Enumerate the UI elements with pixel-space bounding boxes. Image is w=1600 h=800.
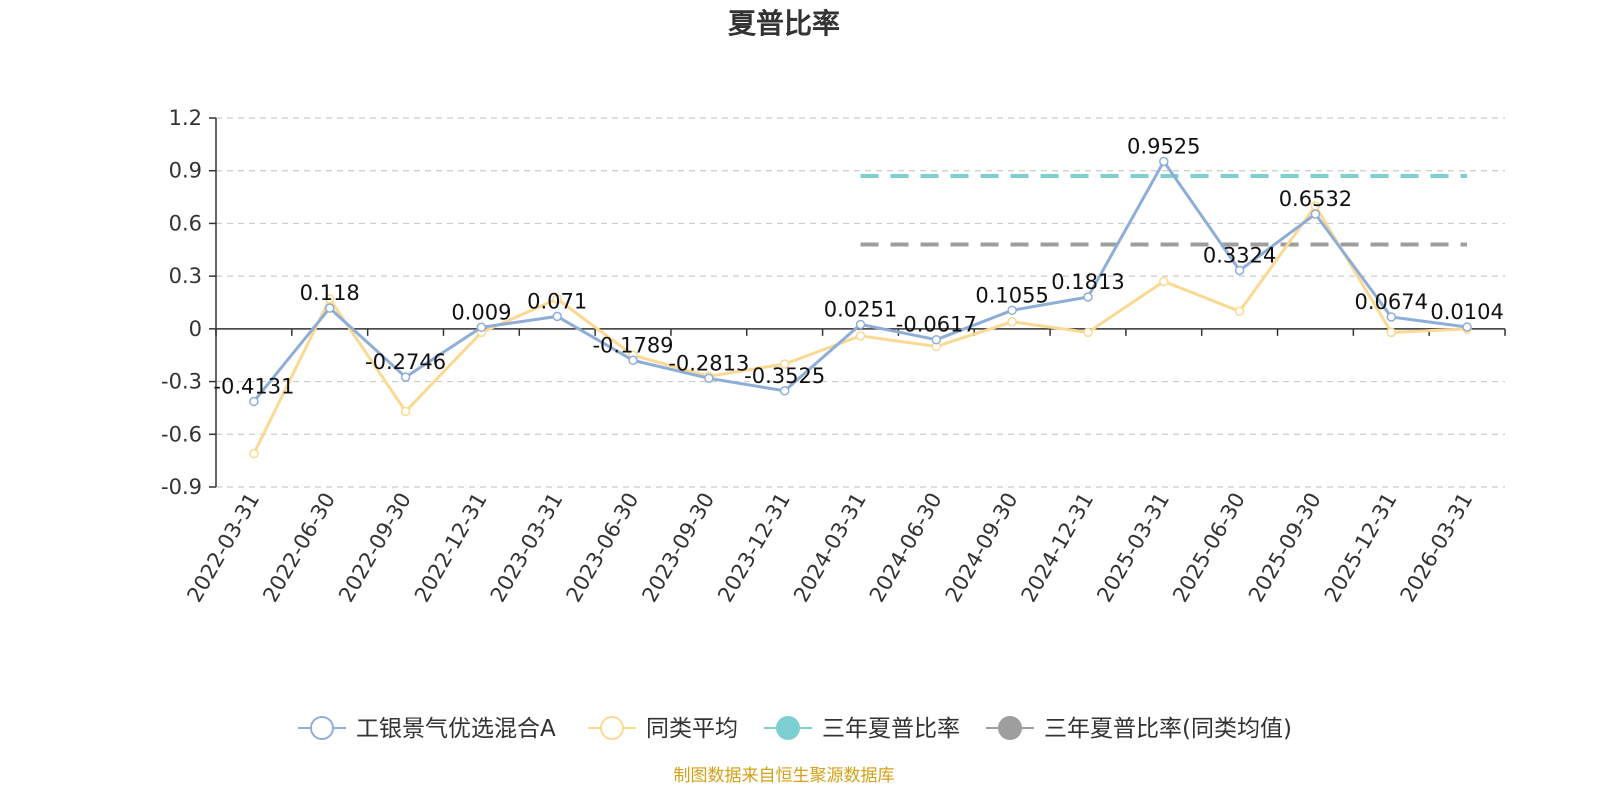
x-tick-label: 2026-03-31 [1396,489,1478,607]
data-point [855,331,866,341]
data-point [779,359,790,369]
x-tick-label: 2023-03-31 [486,489,568,607]
data-label: 0.118 [300,281,360,305]
x-tick-label: 2023-09-30 [637,489,719,607]
data-label: 0.0104 [1430,300,1503,324]
x-tick-label: 2024-06-30 [865,488,947,606]
y-axis: 1.2 0.9 0.6 0.3 0 -0.3 -0.6 -0.9 [161,106,217,499]
y-tick-label: 0.3 [169,264,202,288]
legend-marker [310,716,334,740]
legend-marker [776,716,800,740]
legend-label: 三年夏普比率(同类均值) [1044,716,1292,742]
data-point [931,334,942,345]
x-tick-label: 2022-06-30 [258,489,340,607]
data-point [1462,322,1472,332]
x-tick-label: 2022-12-31 [410,488,492,606]
x-tick-label: 2025-06-30 [1168,489,1250,607]
data-point [1234,265,1245,276]
data-label: 0.9525 [1127,134,1200,158]
legend-label: 同类平均 [646,716,738,742]
data-label: 0.6532 [1279,187,1352,211]
legend-label: 三年夏普比率 [822,716,960,742]
data-label: -0.2746 [365,350,446,374]
data-point [1386,327,1397,338]
data-point [779,386,790,396]
x-tick-label: 2023-12-31 [713,489,795,607]
data-labels: -0.4131 0.118 -0.2746 0.009 0.071-0.1789-0.2… [213,134,1503,398]
data-point [476,322,487,333]
data-label: 0.071 [527,289,587,313]
data-point [704,373,714,384]
x-tick-label: 2022-09-30 [334,489,416,607]
data-point [400,406,411,417]
x-tick-label: 2024-03-31 [789,489,871,607]
data-point [1007,317,1017,327]
y-tick-label: 0.6 [169,211,202,235]
data-point [1007,305,1017,316]
data-label: 0.0674 [1355,290,1428,314]
data-point [249,396,259,407]
source-note: 制图数据来自恒生聚源数据库 [674,766,895,786]
y-tick-label: -0.3 [161,370,202,394]
data-point [1386,312,1397,322]
y-tick-label: -0.9 [161,475,202,499]
data-point [324,294,335,304]
x-tick-label: 2025-03-31 [1092,489,1174,607]
x-tick-label: 2023-06-30 [562,489,644,607]
data-label: -0.4131 [213,374,294,398]
data-point [1083,327,1093,338]
x-tick-label: 2022-03-31 [182,489,264,607]
y-tick-label: 0 [189,317,202,341]
data-point [552,294,562,304]
data-point [400,372,411,382]
data-point [855,319,866,330]
series-group [249,156,1472,459]
data-point [628,355,638,366]
legend-label: 工银景气优选混合A [356,716,556,742]
data-point [1310,209,1321,219]
data-point [1083,292,1093,302]
legend-marker [998,716,1022,740]
data-point [1234,306,1245,317]
y-tick-label: 1.2 [169,106,202,130]
data-label: 0.1813 [1051,270,1124,294]
reference-lines [860,173,1468,247]
x-tick-label: 2025-12-31 [1320,489,1402,607]
y-tick-label: 0.9 [169,159,202,183]
data-point [249,448,259,459]
data-label: 0.1055 [975,283,1048,307]
data-label: -0.3525 [744,364,825,388]
chart-title: 夏普比率 [728,7,840,40]
x-tick-label: 2024-12-31 [1016,489,1098,607]
data-label: -0.2813 [668,351,749,375]
legend-marker [600,716,624,740]
data-point [552,311,562,322]
data-label: 0.009 [451,300,511,324]
data-point [324,303,335,313]
data-label: -0.0617 [896,313,977,337]
legend[interactable]: 工银景气优选混合A 同类平均 三年夏普比率 三年夏普比率(同类均值) [298,716,1292,742]
data-label: 0.3324 [1203,243,1276,267]
data-label: 0.0251 [824,297,897,321]
data-label: -0.1789 [592,333,673,357]
y-tick-label: -0.6 [161,422,202,446]
data-point [1159,156,1169,167]
data-point [1159,276,1169,287]
x-tick-label: 2025-09-30 [1244,489,1326,607]
grid-lines [216,117,1505,488]
x-tick-label: 2024-09-30 [941,488,1023,606]
